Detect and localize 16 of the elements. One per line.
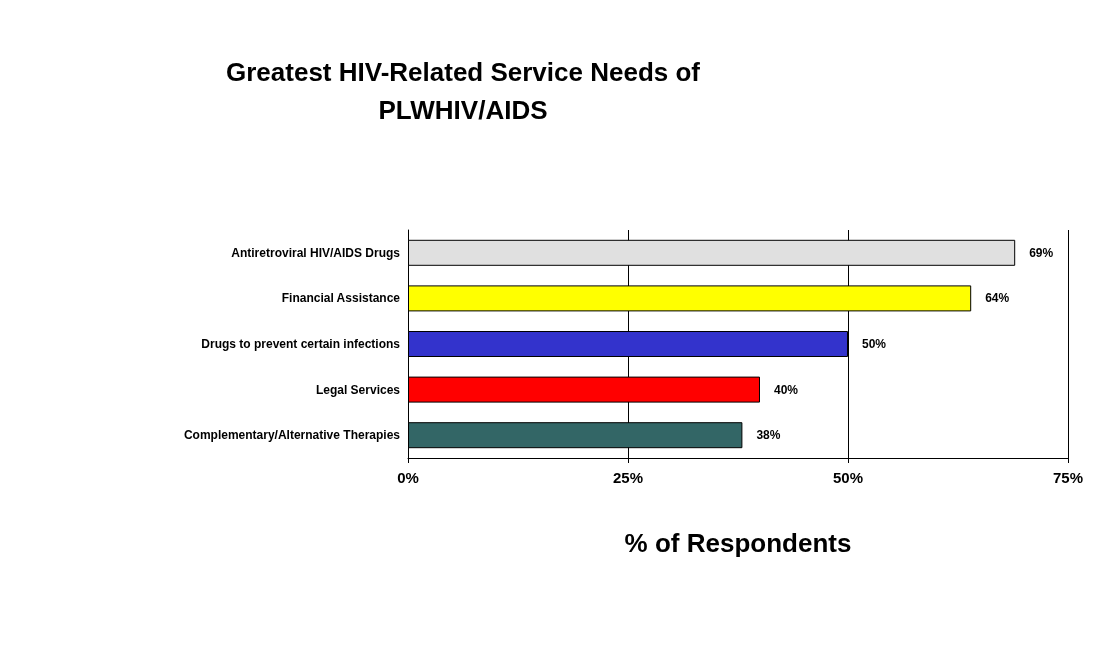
y-tick-label: Financial Assistance: [281, 291, 401, 306]
y-tick-label: Drugs to prevent certain infections: [201, 337, 401, 351]
data-label: 69%: [1029, 245, 1054, 260]
y-tick-label: Antiretroviral HIV/AIDS Drugs: [231, 245, 401, 260]
y-tick-label: Complementary/Alternative Therapies: [183, 428, 401, 443]
data-label: 40%: [773, 382, 799, 397]
y-tick-label: Legal Services: [315, 382, 401, 397]
x-tick-label: 0%: [397, 469, 419, 486]
data-label: 64%: [985, 291, 1010, 306]
data-label: 38%: [756, 428, 781, 443]
x-tick-label: 50%: [832, 469, 864, 486]
chart-title: Greatest HIV-Related Service Needs of PLWHIV/AIDS: [226, 57, 701, 125]
x-tick-label: 75%: [1052, 469, 1083, 486]
x-tick-label: 25%: [612, 469, 644, 486]
x-axis-title: % of Respondents: [624, 528, 852, 558]
data-label: 50%: [861, 337, 887, 351]
